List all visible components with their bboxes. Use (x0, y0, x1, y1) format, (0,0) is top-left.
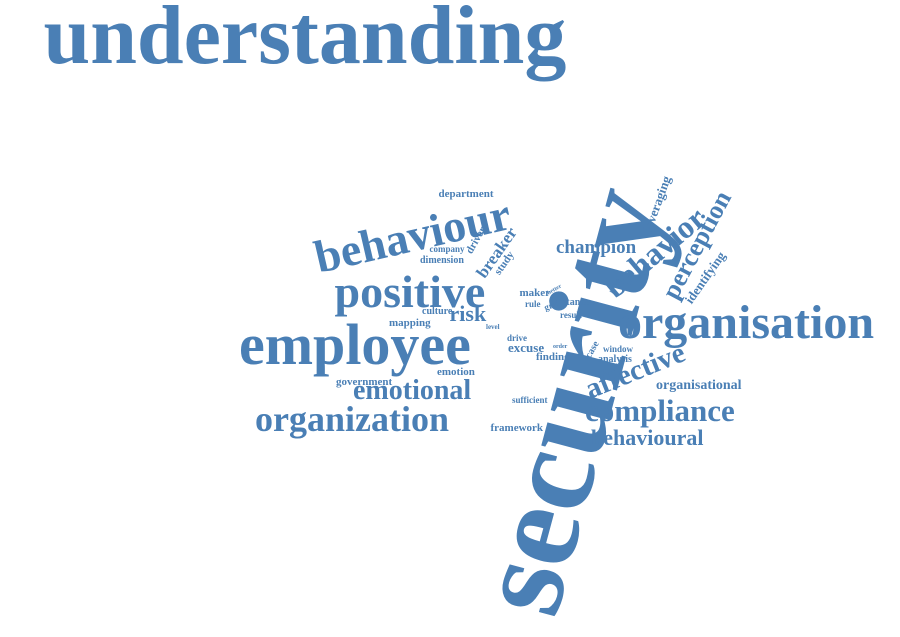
word-window: window (603, 343, 634, 354)
word-organization: organization (255, 399, 449, 439)
word-maker: maker (519, 286, 551, 299)
word-department: department (438, 187, 494, 200)
word-employee: employee (239, 312, 471, 377)
word-champion: champion (556, 236, 637, 258)
word-organisational: organisational (656, 378, 742, 393)
word-result: result (560, 309, 582, 320)
word-drive: drive (507, 332, 527, 343)
word-finding: finding (536, 350, 570, 363)
word-organisation: organisation (618, 296, 875, 349)
word-framework: framework (490, 421, 544, 434)
word-emotion: emotion (437, 365, 475, 378)
word-analysis: analysis (598, 354, 632, 365)
word-sufficient: sufficient (512, 394, 548, 405)
word-risk: risk (449, 301, 487, 326)
word-order: order (553, 344, 568, 350)
word-rule: rule (525, 298, 541, 309)
word-stance: stance (562, 297, 590, 308)
word-dimension: dimension (420, 255, 464, 266)
word-excuse: excuse (508, 339, 545, 355)
word-mapping: mapping (389, 316, 431, 329)
word-understanding: understanding (43, 0, 567, 82)
word-level: level (486, 322, 500, 331)
word-company: company (429, 243, 465, 254)
word-culture: culture (422, 306, 453, 317)
word-behavioural: behavioural (591, 425, 704, 450)
word-compliance: compliance (585, 392, 735, 428)
word-positive: positive (334, 266, 486, 317)
word-emotional: emotional (353, 375, 472, 406)
word-government: government (336, 375, 393, 388)
